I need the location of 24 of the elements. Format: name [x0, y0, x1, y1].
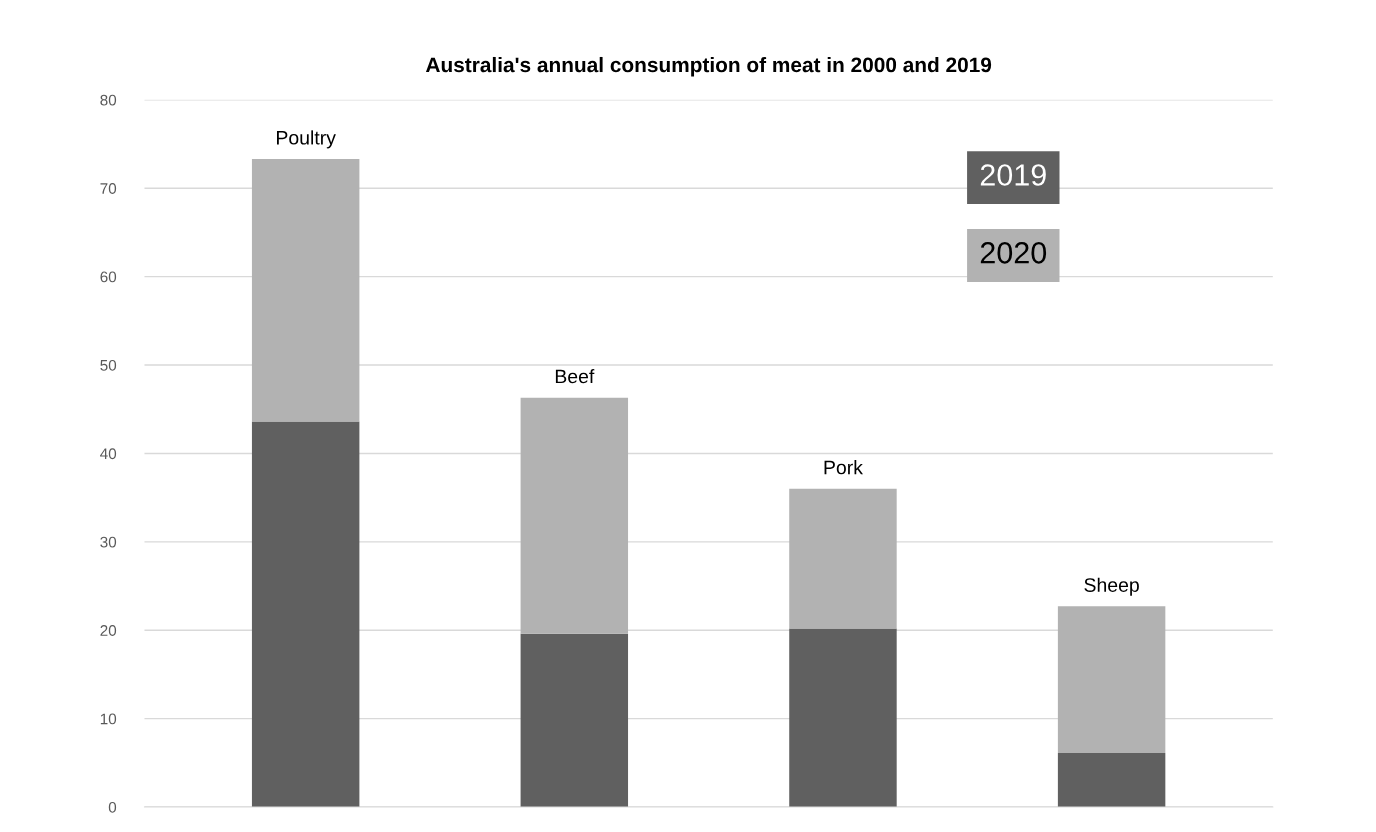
- y-tick-label: 20: [100, 625, 117, 636]
- y-tick-label: 0: [108, 801, 117, 813]
- y-tick-label: 60: [100, 271, 117, 283]
- y-tick-label: 40: [100, 448, 117, 460]
- x-tick-label: Poultry: [277, 130, 336, 149]
- y-tick-label: 50: [100, 359, 117, 371]
- x-tick-label: Beef: [555, 369, 595, 384]
- bar: [789, 488, 897, 629]
- x-tick-label: Pork: [824, 460, 863, 475]
- y-tick-label: 80: [100, 94, 117, 106]
- bar: [251, 421, 360, 808]
- y-tick-label: 10: [100, 713, 117, 725]
- chart-title: Australia's annual consumption of meat in 2000 and 2019: [425, 56, 992, 77]
- text: 2020: [980, 241, 1047, 264]
- x-tick-label: Sheep: [1084, 577, 1139, 596]
- bar: [251, 159, 360, 422]
- bar: [789, 628, 897, 808]
- y-tick-label: 70: [100, 183, 117, 194]
- bar: [1057, 753, 1166, 808]
- bar: [1057, 606, 1166, 754]
- y-tick-label: 30: [100, 536, 117, 548]
- bar: [520, 397, 629, 634]
- bar: [520, 633, 629, 808]
- text: 2019: [980, 164, 1046, 186]
